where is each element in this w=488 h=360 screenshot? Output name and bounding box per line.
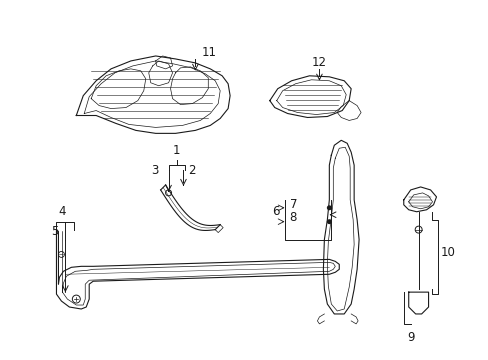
Text: 2: 2 [188,163,196,176]
Text: 12: 12 [311,57,326,69]
Circle shape [326,219,331,224]
Text: 1: 1 [172,144,180,157]
Text: 4: 4 [59,205,66,218]
Text: 3: 3 [151,163,158,176]
Text: 6: 6 [272,205,279,218]
Circle shape [326,205,331,210]
Text: 10: 10 [440,246,454,259]
Text: 7: 7 [289,198,297,211]
Text: 5: 5 [51,225,59,238]
Text: 8: 8 [289,211,296,224]
Text: 11: 11 [201,46,216,59]
Text: 9: 9 [406,331,414,344]
